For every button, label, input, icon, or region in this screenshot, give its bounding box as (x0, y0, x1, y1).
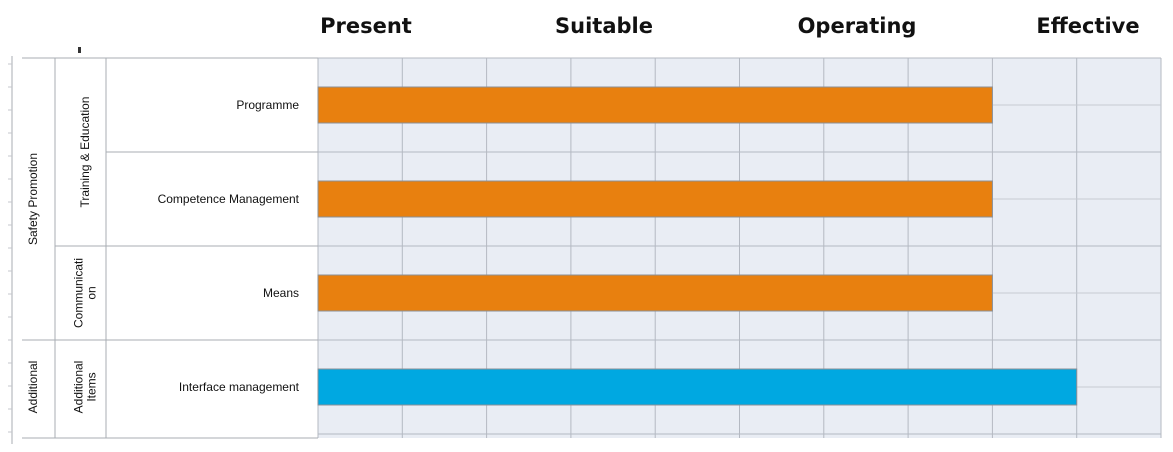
category-label: Competence Management (158, 192, 300, 206)
bars (317, 86, 1078, 406)
category-label: Means (263, 286, 299, 300)
group-label-level0-line: Additional (26, 361, 40, 414)
group-label-level1-line: Items (85, 372, 99, 401)
column-header: Operating (798, 14, 917, 38)
group-label-level1: AdditionalItems (72, 361, 99, 414)
group-label-level1-line: Training & Education (78, 97, 92, 208)
group-label-level1-line: on (85, 286, 99, 299)
group-label-level1-line: Communicati (72, 258, 86, 328)
column-header: Suitable (555, 14, 653, 38)
group-label-level1: Communication (72, 258, 99, 328)
column-header: Effective (1036, 14, 1139, 38)
bar (317, 274, 993, 312)
group-label-level0-line: Safety Promotion (26, 153, 40, 245)
column-headers: Present Suitable Operating Effective (320, 14, 1139, 38)
group-label-level1-line: Additional (72, 361, 86, 414)
table-frame (8, 47, 318, 444)
group-label-level1: Training & Education (78, 97, 92, 208)
group-labels: Safety Promotion Additional Training & Edu… (26, 97, 99, 414)
column-header: Present (320, 14, 412, 38)
bar (317, 86, 993, 124)
frame-mark (78, 47, 81, 53)
group-label-level0: Safety Promotion (26, 153, 40, 245)
category-labels: Programme Competence Management Means Inter… (158, 98, 300, 394)
bar (317, 368, 1078, 406)
category-label: Interface management (179, 380, 300, 394)
bar (317, 180, 993, 218)
group-label-level0: Additional (26, 361, 40, 414)
category-label: Programme (236, 98, 299, 112)
